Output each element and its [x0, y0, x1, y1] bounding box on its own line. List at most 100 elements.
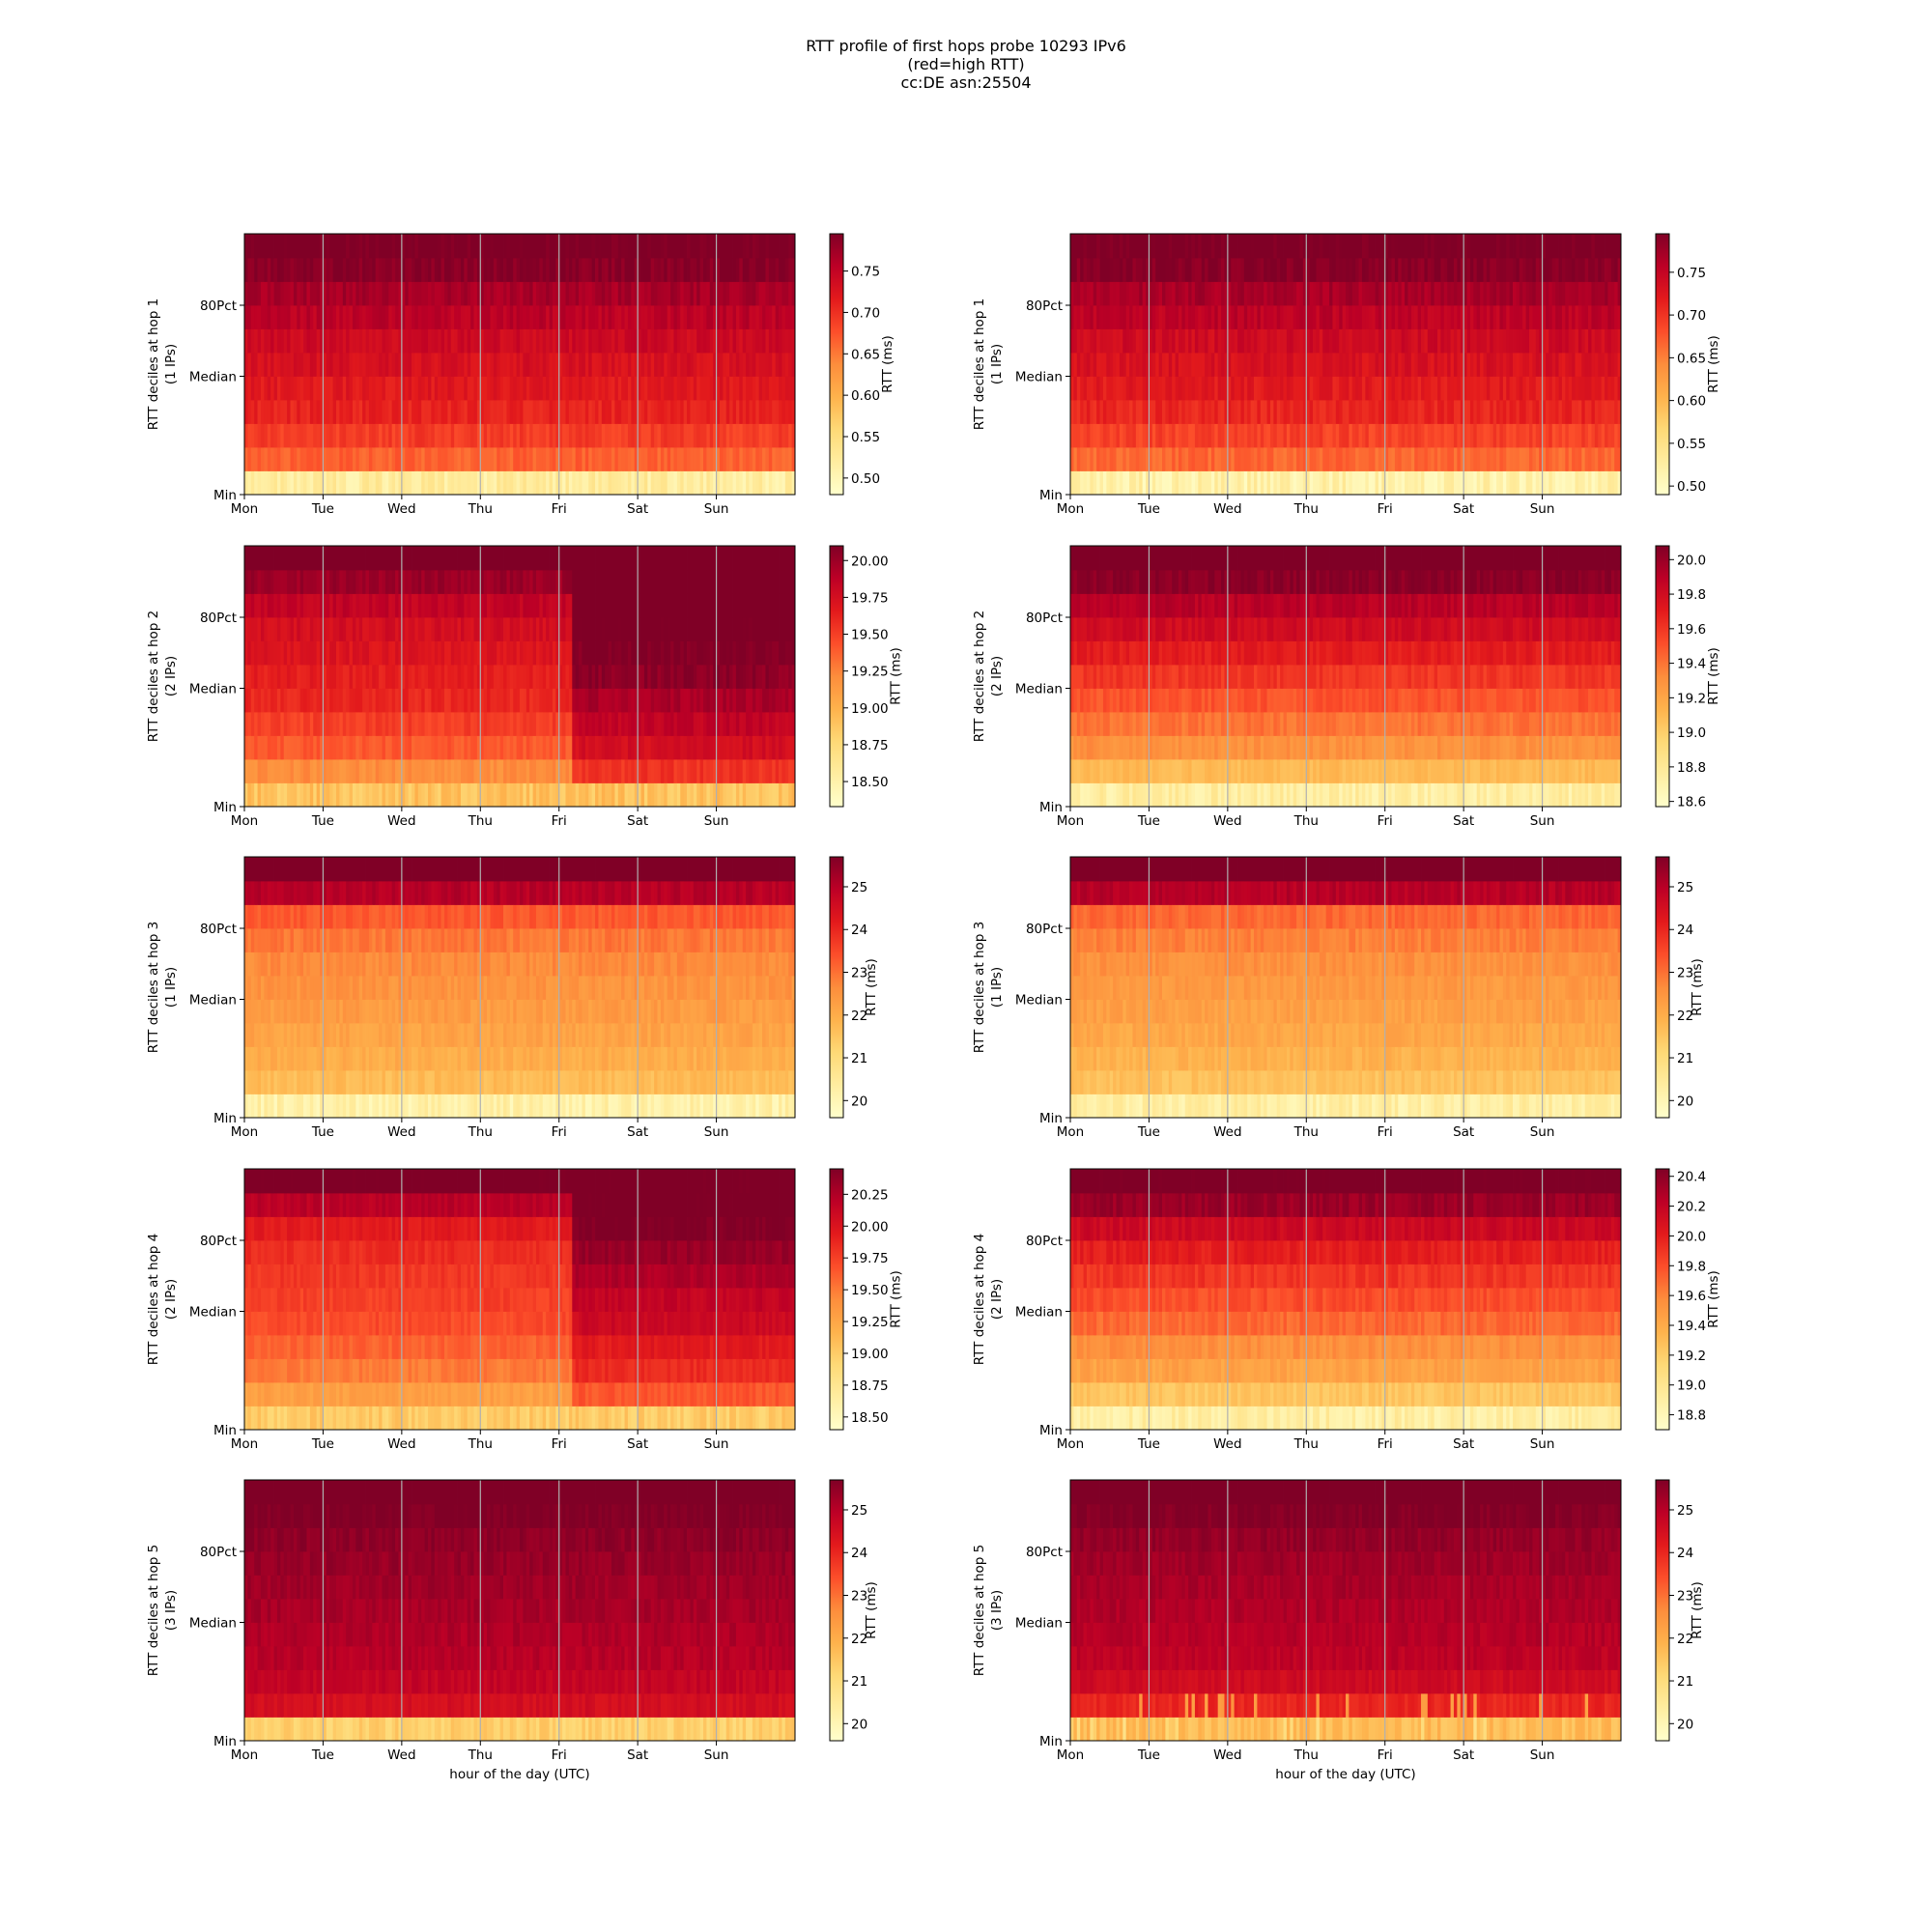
heat-cell	[408, 328, 412, 354]
heat-cell	[497, 640, 501, 666]
heat-cell	[687, 258, 691, 282]
heat-cell	[1473, 423, 1478, 448]
heat-cell	[535, 423, 540, 448]
heat-cell	[503, 258, 507, 282]
heat-cell	[1309, 234, 1314, 259]
heat-cell	[1351, 281, 1356, 306]
heat-cell	[1417, 470, 1422, 496]
heat-cell	[657, 447, 662, 471]
heat-cell	[1319, 305, 1323, 329]
heat-cell	[306, 640, 311, 666]
heat-cell	[1365, 234, 1370, 259]
heat-cell	[450, 782, 455, 808]
heat-cell	[297, 376, 301, 401]
heat-cell	[1407, 258, 1412, 282]
heat-cell	[434, 617, 439, 641]
heat-cell	[1539, 281, 1543, 306]
heat-cell	[503, 376, 507, 401]
heat-cell	[1349, 423, 1353, 448]
heat-cell	[608, 447, 612, 471]
heat-cell	[273, 258, 278, 282]
heat-cell	[565, 782, 570, 808]
heat-cell	[375, 665, 380, 689]
heat-cell	[552, 305, 556, 329]
heat-cell	[355, 665, 360, 689]
heat-cell	[568, 570, 573, 594]
heat-cell	[1240, 328, 1245, 354]
heat-cell	[716, 281, 721, 306]
heat-cell	[1509, 376, 1514, 401]
heat-cell	[1158, 400, 1163, 424]
heat-cell	[1572, 447, 1576, 471]
heat-cell	[440, 735, 445, 760]
heat-cell	[384, 258, 389, 282]
heat-cell	[320, 328, 324, 354]
heat-cell	[1099, 376, 1104, 401]
heat-cell	[1142, 234, 1147, 259]
heat-cell	[520, 470, 524, 496]
heat-cell	[336, 570, 340, 594]
heat-cell	[1594, 423, 1599, 448]
heat-cell	[329, 234, 333, 259]
heat-cell	[1191, 423, 1196, 448]
heat-cell	[1146, 328, 1150, 354]
heat-cell	[306, 712, 311, 736]
heat-cell	[1607, 376, 1612, 401]
heat-cell	[523, 782, 527, 808]
heat-cell	[1286, 281, 1291, 306]
heat-cell	[480, 640, 485, 666]
heat-cell	[306, 593, 311, 618]
heat-cell	[424, 665, 429, 689]
heat-cell	[634, 281, 639, 306]
heat-cell	[414, 258, 419, 282]
heat-cell	[552, 759, 556, 783]
heat-cell	[460, 400, 465, 424]
heat-cell	[1617, 376, 1622, 401]
heat-cell	[582, 782, 586, 808]
heat-cell	[270, 759, 274, 783]
heat-cell	[667, 234, 671, 259]
heat-cell	[388, 281, 393, 306]
heat-cell	[382, 593, 386, 618]
heat-cell	[352, 593, 356, 618]
heat-cell	[339, 258, 344, 282]
heat-cell	[306, 665, 311, 689]
heat-cell	[1351, 305, 1356, 329]
heat-cell	[1194, 328, 1199, 354]
heat-cell	[1322, 470, 1327, 496]
heat-cell	[520, 281, 524, 306]
heat-cell	[460, 688, 465, 713]
heat-cell	[293, 353, 298, 377]
heat-cell	[421, 447, 425, 471]
heat-cell	[1155, 470, 1159, 496]
heat-cell	[1525, 400, 1530, 424]
heat-cell	[1492, 305, 1497, 329]
heat-cell	[1076, 234, 1081, 259]
heat-cell	[572, 234, 577, 259]
heat-cell	[372, 258, 377, 282]
heat-cell	[1516, 400, 1520, 424]
heat-cell	[601, 258, 606, 282]
heat-cell	[706, 328, 711, 354]
heat-cell	[320, 640, 324, 666]
heat-cell	[283, 258, 288, 282]
heat-cell	[546, 234, 550, 259]
heat-cell	[608, 281, 612, 306]
heat-cell	[457, 617, 462, 641]
heat-cell	[447, 735, 452, 760]
heat-cell	[1605, 234, 1608, 259]
heat-cell	[401, 712, 406, 736]
heat-cell	[781, 305, 786, 329]
heat-cell	[487, 305, 491, 329]
heat-cell	[1542, 305, 1547, 329]
heat-cell	[526, 376, 530, 401]
heat-cell	[1325, 353, 1330, 377]
heat-cell	[1568, 353, 1573, 377]
heat-cell	[1381, 305, 1386, 329]
heat-cell	[464, 665, 469, 689]
heat-cell	[467, 782, 471, 808]
heat-cell	[283, 281, 288, 306]
heat-cell	[676, 470, 681, 496]
heat-cell	[670, 234, 674, 259]
heat-cell	[1378, 447, 1382, 471]
